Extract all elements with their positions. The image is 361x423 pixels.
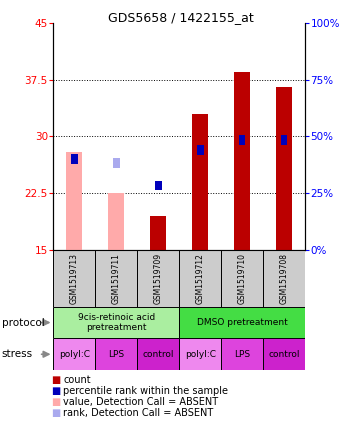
Bar (179, 338, 221, 370)
Text: control: control (268, 350, 300, 359)
Bar (281, 135, 287, 145)
Text: LPS: LPS (108, 350, 125, 359)
Text: ■: ■ (51, 386, 61, 396)
Text: GSM1519711: GSM1519711 (112, 253, 121, 304)
Bar (150, 216, 166, 250)
Bar (137, 250, 179, 307)
Text: ■: ■ (51, 397, 61, 407)
Text: polyI:C: polyI:C (185, 350, 216, 359)
Bar (263, 250, 305, 307)
Bar (221, 250, 263, 307)
Text: rank, Detection Call = ABSENT: rank, Detection Call = ABSENT (63, 408, 213, 418)
Bar (95, 338, 137, 370)
Bar (71, 154, 78, 164)
Bar (108, 193, 124, 250)
Bar (95, 250, 137, 307)
Text: GSM1519713: GSM1519713 (70, 253, 79, 304)
Text: stress: stress (2, 349, 33, 359)
Text: GSM1519709: GSM1519709 (154, 253, 163, 304)
Bar (276, 88, 292, 250)
Bar (53, 250, 95, 307)
Text: ■: ■ (51, 408, 61, 418)
Text: value, Detection Call = ABSENT: value, Detection Call = ABSENT (63, 397, 218, 407)
Text: GDS5658 / 1422155_at: GDS5658 / 1422155_at (108, 11, 253, 24)
Bar (239, 135, 245, 145)
Bar (155, 181, 162, 190)
Bar (197, 145, 204, 155)
Bar (179, 250, 221, 307)
Bar (137, 338, 179, 370)
Bar (192, 114, 208, 250)
Bar (234, 72, 250, 250)
Bar (221, 338, 263, 370)
Bar (53, 338, 95, 370)
Bar (263, 338, 305, 370)
Bar (113, 158, 120, 168)
Text: ■: ■ (51, 375, 61, 385)
Text: GSM1519712: GSM1519712 (196, 253, 205, 304)
Text: GSM1519708: GSM1519708 (279, 253, 288, 304)
Text: LPS: LPS (234, 350, 250, 359)
Bar (66, 151, 82, 250)
Text: control: control (143, 350, 174, 359)
Text: 9cis-retinoic acid
pretreatment: 9cis-retinoic acid pretreatment (78, 313, 155, 332)
Bar (53, 307, 179, 338)
Text: percentile rank within the sample: percentile rank within the sample (63, 386, 228, 396)
Bar (179, 307, 305, 338)
Text: DMSO pretreatment: DMSO pretreatment (197, 318, 287, 327)
Text: polyI:C: polyI:C (59, 350, 90, 359)
Text: protocol: protocol (2, 318, 44, 327)
Text: count: count (63, 375, 91, 385)
Text: GSM1519710: GSM1519710 (238, 253, 247, 304)
